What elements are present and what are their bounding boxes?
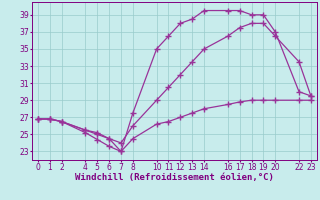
X-axis label: Windchill (Refroidissement éolien,°C): Windchill (Refroidissement éolien,°C): [75, 173, 274, 182]
